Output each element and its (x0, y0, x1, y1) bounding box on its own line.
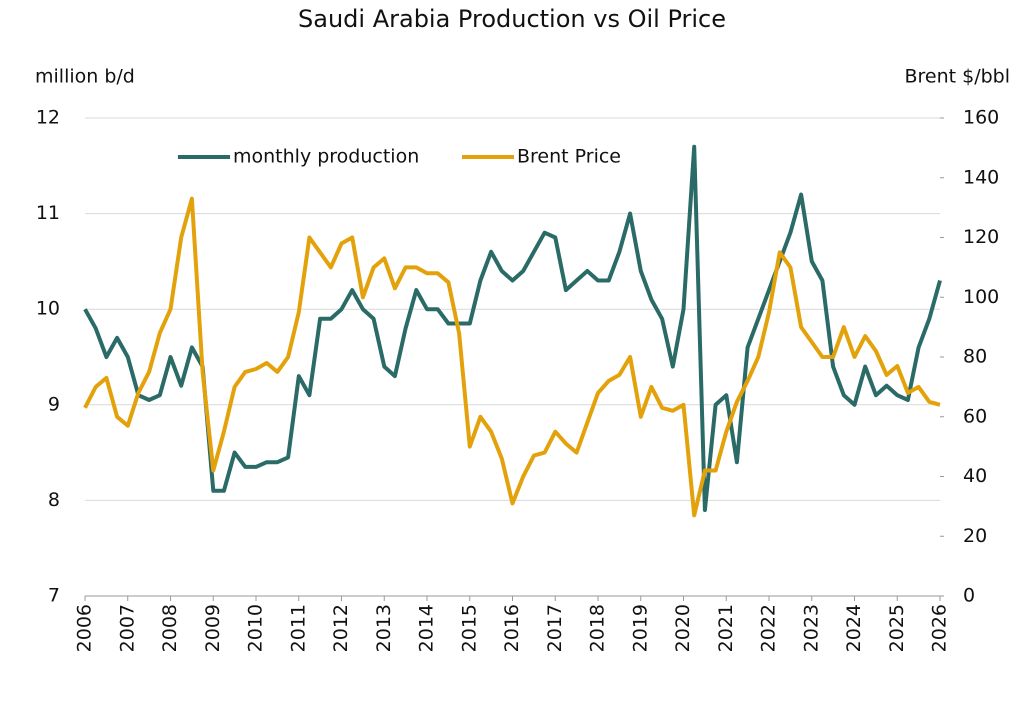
y2-tick-label: 160 (963, 107, 999, 129)
y2-tick-label: 120 (963, 226, 999, 248)
x-tick-label: 2018 (587, 604, 609, 652)
y2-tick-label: 60 (963, 405, 987, 427)
series-line (83, 196, 941, 518)
x-tick-label: 2020 (672, 604, 694, 652)
x-tick-label: 2010 (245, 604, 267, 652)
x-tick-label: 2016 (501, 604, 523, 652)
x-tick-label: 2008 (159, 604, 181, 652)
legend-label: monthly production (233, 146, 419, 168)
y2-tick-label: 100 (963, 286, 999, 308)
x-tick-label: 2019 (629, 604, 651, 652)
x-tick-label: 2014 (416, 604, 438, 652)
x-tick-label: 2013 (373, 604, 395, 652)
x-tick-label: 2012 (330, 604, 352, 652)
x-tick-label: 2007 (116, 604, 138, 652)
y-tick-label: 12 (36, 107, 60, 129)
y-tick-label: 9 (48, 393, 60, 415)
legend-label: Brent Price (517, 146, 621, 168)
x-tick-label: 2009 (202, 604, 224, 652)
y-tick-label: 11 (36, 202, 60, 224)
y2-tick-label: 20 (963, 525, 987, 547)
y2-tick-label: 40 (963, 465, 987, 487)
x-tick-label: 2025 (886, 604, 908, 652)
y-tick-label: 8 (48, 489, 60, 511)
y-axis-label: million b/d (35, 66, 135, 88)
series-line (83, 144, 942, 512)
y2-tick-label: 80 (963, 346, 987, 368)
x-tick-label: 2024 (843, 604, 865, 652)
y2-tick-label: 0 (963, 585, 975, 607)
x-tick-label: 2021 (715, 604, 737, 652)
x-tick-label: 2017 (544, 604, 566, 652)
y-tick-label: 10 (36, 298, 60, 320)
y2-tick-label: 140 (963, 166, 999, 188)
x-tick-label: 2023 (800, 604, 822, 652)
y2-axis-label: Brent $/bbl (904, 66, 1010, 88)
y-tick-label: 7 (48, 585, 60, 607)
chart-title: Saudi Arabia Production vs Oil Price (298, 5, 726, 33)
x-tick-label: 2011 (287, 604, 309, 652)
x-tick-label: 2015 (458, 604, 480, 652)
x-tick-label: 2022 (758, 604, 780, 652)
x-tick-label: 2026 (929, 604, 951, 652)
x-tick-label: 2006 (74, 604, 96, 652)
